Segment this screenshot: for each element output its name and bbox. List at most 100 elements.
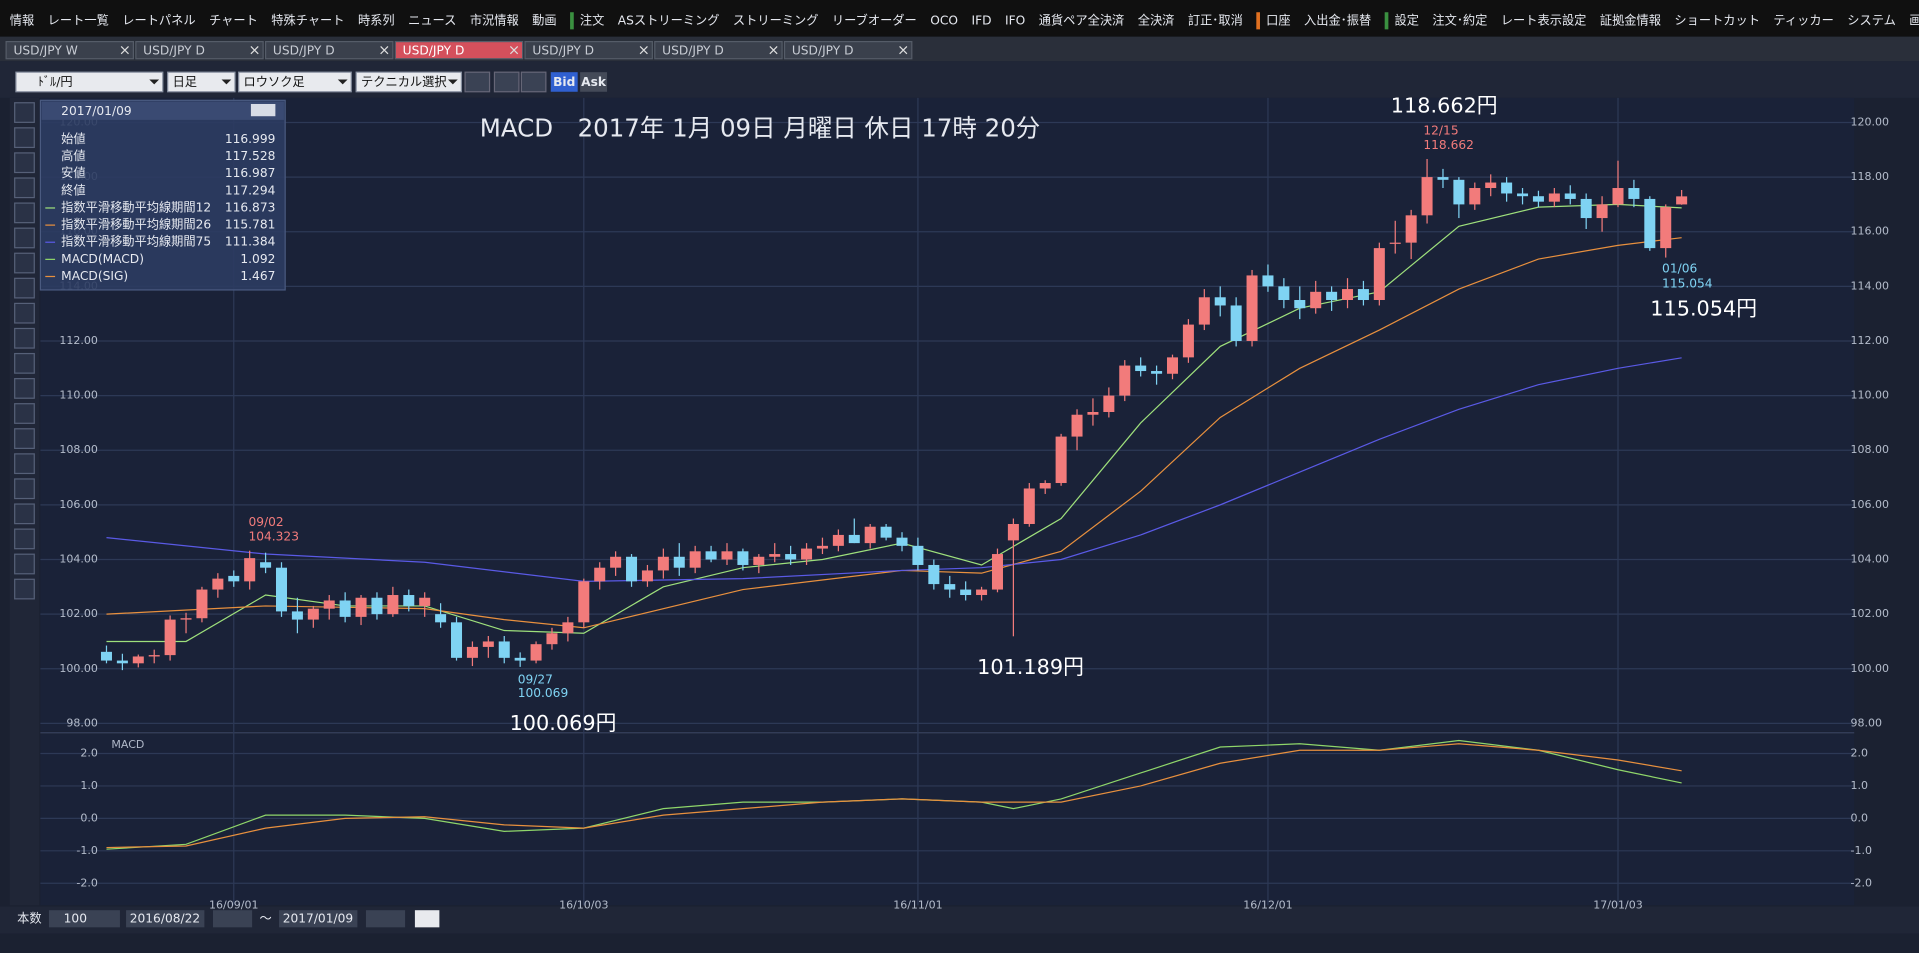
- candle-body: [132, 656, 144, 664]
- candle-body: [562, 622, 574, 634]
- draw-tool[interactable]: [14, 352, 35, 374]
- tool-button[interactable]: [493, 71, 520, 93]
- menu-item[interactable]: ストリーミング: [733, 13, 819, 27]
- tab-label: USD/JPY D: [403, 43, 465, 57]
- tab[interactable]: [524, 40, 653, 60]
- dropdown[interactable]: [167, 71, 236, 93]
- tab[interactable]: [135, 40, 264, 60]
- menu-item[interactable]: 市況情報: [470, 12, 519, 27]
- candle-body: [657, 556, 669, 571]
- menu-item[interactable]: 動画: [532, 13, 556, 27]
- dropdown[interactable]: [15, 71, 164, 93]
- menu-item[interactable]: 注文･約定: [1432, 12, 1487, 27]
- candle-body: [960, 589, 972, 596]
- menu-item[interactable]: ニュース: [408, 13, 456, 27]
- apply-button[interactable]: [414, 910, 440, 928]
- tab[interactable]: [654, 40, 783, 60]
- to-date: 2017/01/09: [283, 911, 353, 925]
- menu-item[interactable]: 設定: [1394, 12, 1418, 27]
- menu-item[interactable]: 通貨ペア全決済: [1039, 12, 1125, 27]
- menu-item[interactable]: 特殊チャート: [271, 12, 344, 27]
- menu-item[interactable]: ASストリーミング: [618, 13, 720, 27]
- draw-tool[interactable]: [14, 177, 35, 199]
- menu-item[interactable]: IFD: [971, 13, 991, 27]
- menu-item[interactable]: 画面設定: [1909, 12, 1919, 27]
- candle-body: [1230, 305, 1242, 341]
- ask-button[interactable]: [580, 72, 608, 92]
- candle-body: [816, 545, 828, 549]
- tab[interactable]: [783, 40, 913, 60]
- to-box[interactable]: [279, 910, 358, 928]
- candle-body: [1676, 196, 1688, 205]
- macd-plot: [40, 734, 1855, 906]
- dropdown[interactable]: [355, 71, 463, 93]
- y-tick-label: 110.00: [1851, 389, 1890, 402]
- legend-label: MACD(SIG): [61, 269, 128, 283]
- macd-tick-label: 0.0: [1851, 811, 1869, 824]
- menu-item[interactable]: 証拠金情報: [1600, 12, 1661, 27]
- draw-tool[interactable]: [14, 578, 35, 600]
- menu-item[interactable]: OCO: [930, 13, 958, 27]
- from-box[interactable]: [126, 910, 205, 928]
- candle-body: [435, 614, 447, 623]
- draw-tool[interactable]: [14, 152, 35, 174]
- menu-item[interactable]: リーブオーダー: [832, 12, 917, 27]
- menu-item[interactable]: チャート: [209, 13, 258, 27]
- draw-tool[interactable]: [14, 378, 35, 399]
- menu-item[interactable]: 注文: [580, 12, 604, 27]
- menu-item[interactable]: IFO: [1005, 13, 1025, 27]
- menu-item[interactable]: ティッカー: [1773, 13, 1833, 27]
- y-tick-label: 114.00: [1851, 279, 1890, 292]
- menu-item[interactable]: ショートカット: [1674, 13, 1760, 27]
- info-label: 高値: [61, 148, 85, 163]
- draw-tool[interactable]: [14, 428, 35, 449]
- y-tick-label: 112.00: [1851, 334, 1890, 347]
- menu-item[interactable]: レートパネル: [122, 13, 195, 27]
- candle-body: [753, 556, 765, 565]
- menu-item[interactable]: レート表示設定: [1501, 12, 1587, 27]
- tab[interactable]: [5, 40, 135, 60]
- draw-tool[interactable]: [14, 503, 35, 525]
- legend-label: 指数平滑移動平均線期間12: [61, 199, 211, 214]
- draw-tool[interactable]: [14, 453, 35, 475]
- candle-body: [371, 597, 383, 615]
- candle-body: [100, 651, 112, 661]
- menu-item[interactable]: システム: [1847, 13, 1896, 27]
- draw-tool[interactable]: [14, 202, 35, 224]
- draw-tool[interactable]: [14, 528, 35, 550]
- draw-tool[interactable]: [14, 553, 35, 575]
- draw-tool[interactable]: [14, 127, 35, 149]
- info-value: 116.999: [225, 132, 276, 146]
- bid-button[interactable]: [550, 72, 578, 92]
- draw-tool[interactable]: [14, 277, 35, 299]
- candle-body: [1517, 193, 1529, 197]
- annotation: 104.323: [248, 530, 299, 544]
- draw-tool[interactable]: [14, 102, 35, 123]
- tab-close: [769, 46, 778, 55]
- info-buttons[interactable]: [250, 103, 276, 117]
- candle-body: [1294, 300, 1306, 309]
- menu-item[interactable]: 情報: [10, 13, 34, 27]
- candle-body: [148, 655, 160, 657]
- draw-tool[interactable]: [14, 227, 35, 249]
- draw-tool[interactable]: [14, 327, 35, 349]
- draw-tool[interactable]: [14, 403, 35, 424]
- draw-tool[interactable]: [14, 302, 35, 324]
- draw-tool[interactable]: [14, 252, 35, 274]
- menu-item[interactable]: 全決済: [1138, 12, 1175, 27]
- menu-item[interactable]: レート一覧: [48, 12, 109, 27]
- draw-tool[interactable]: [14, 478, 35, 500]
- tab[interactable]: [394, 40, 524, 60]
- dropdown-label: テクニカル選択: [361, 75, 447, 89]
- tool-button[interactable]: [464, 71, 491, 93]
- count-box[interactable]: [48, 910, 120, 928]
- menu-item[interactable]: 入出金･振替: [1304, 12, 1371, 27]
- tool-button[interactable]: [520, 71, 547, 93]
- dropdown[interactable]: [238, 71, 352, 93]
- menu-item[interactable]: 訂正･取消: [1188, 12, 1243, 27]
- tab[interactable]: [264, 40, 394, 60]
- candle-body: [1039, 483, 1051, 489]
- candle-body: [1342, 289, 1354, 301]
- menu-item[interactable]: 時系列: [358, 13, 395, 27]
- menu-item[interactable]: 口座: [1266, 12, 1290, 27]
